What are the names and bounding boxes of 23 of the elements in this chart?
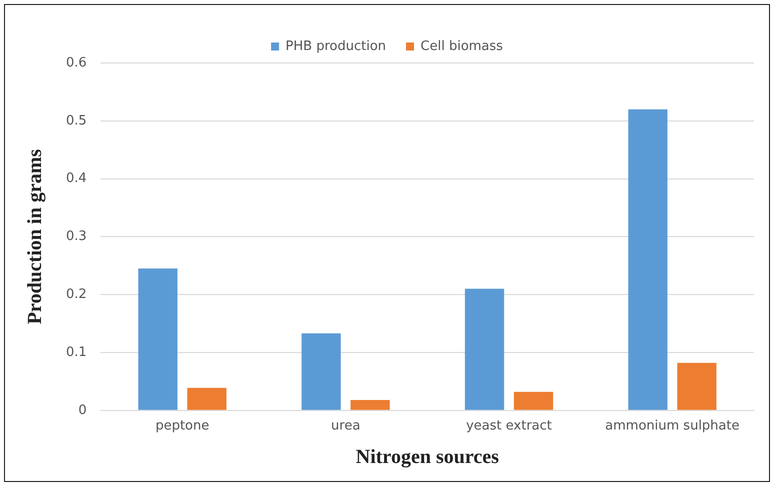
- x-tick-label: yeast extract: [466, 418, 552, 434]
- x-axis-title: Nitrogen sources: [356, 446, 500, 468]
- bar: [350, 400, 390, 410]
- bar: [514, 392, 554, 410]
- bar: [187, 388, 226, 410]
- y-axis-title: Production in grams: [24, 148, 46, 324]
- bar: [138, 268, 178, 410]
- bar: [628, 109, 668, 410]
- y-tick-label: 0.5: [66, 113, 87, 128]
- x-tick-label: urea: [331, 418, 360, 434]
- x-tick-label: peptone: [155, 418, 210, 434]
- y-tick-label: 0.1: [66, 344, 87, 360]
- bar: [677, 362, 716, 410]
- y-tick-label: 0: [78, 402, 87, 418]
- legend-label: Cell biomass: [420, 38, 504, 54]
- x-tick-label: ammonium sulphate: [605, 418, 740, 434]
- y-tick-label: 0.2: [66, 286, 87, 302]
- y-tick-label: 0.6: [66, 55, 87, 70]
- bar: [464, 288, 504, 410]
- y-tick-label: 0.4: [66, 171, 87, 186]
- legend-label: PHB production: [286, 38, 386, 54]
- bar: [302, 333, 341, 410]
- y-tick-label: 0.3: [66, 229, 87, 244]
